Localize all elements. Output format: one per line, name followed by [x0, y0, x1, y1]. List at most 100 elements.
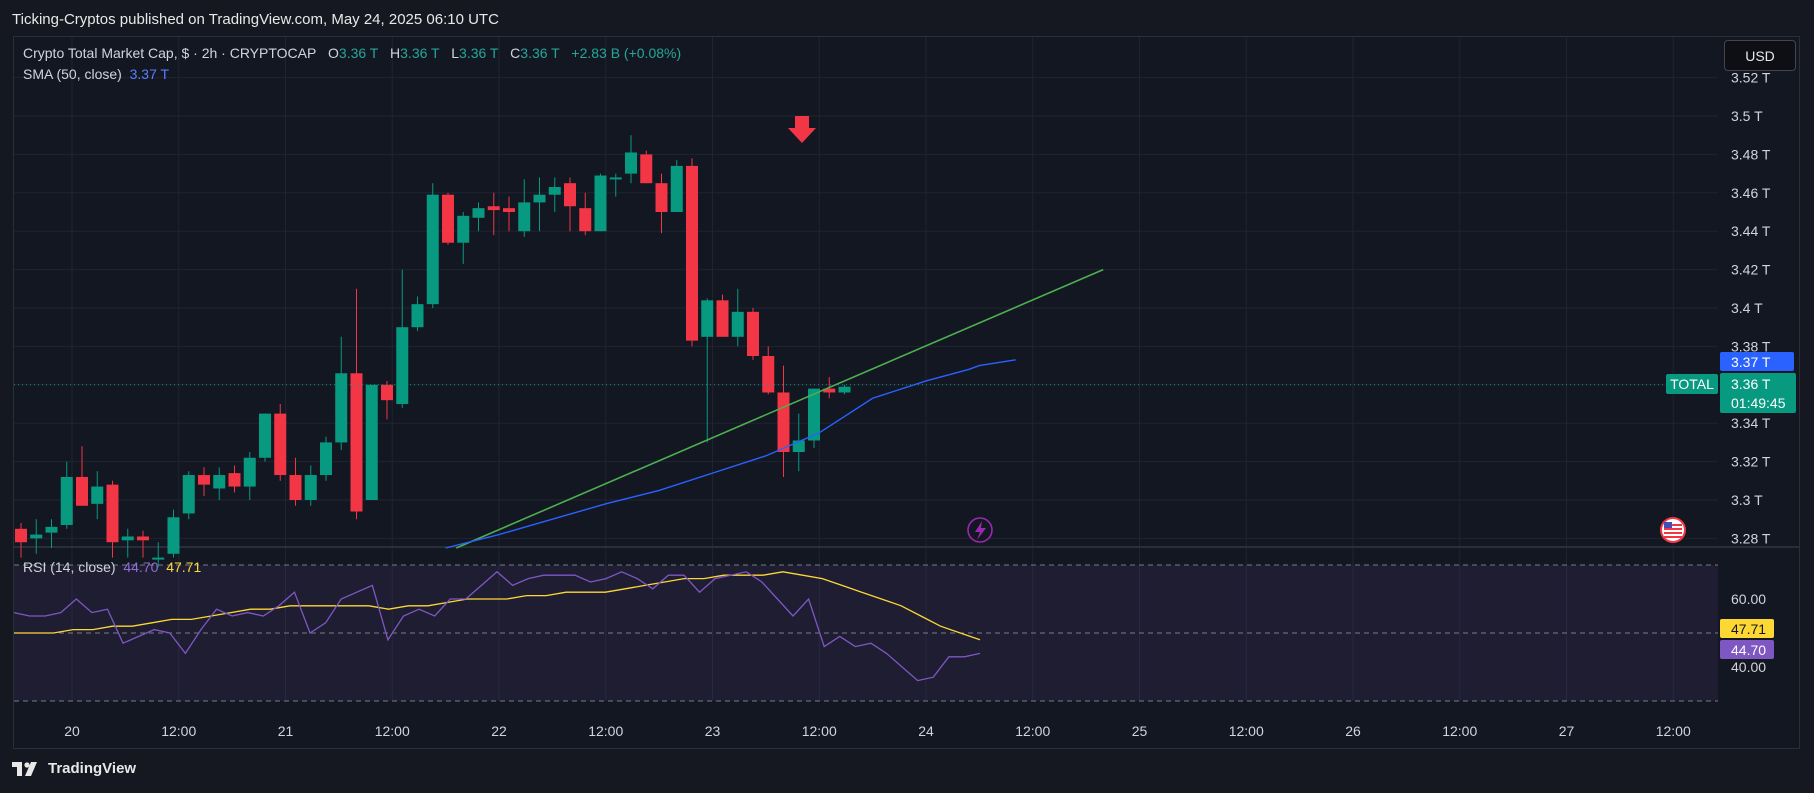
candle-body[interactable] — [731, 311, 744, 337]
candle-body[interactable] — [518, 202, 531, 232]
candle-body[interactable] — [503, 208, 515, 212]
footer-brand[interactable]: TradingView — [12, 760, 136, 777]
candle-body[interactable] — [594, 175, 607, 232]
candle-body[interactable] — [274, 413, 287, 476]
candle-body[interactable] — [686, 165, 698, 341]
time-axis-label: 25 — [1132, 723, 1148, 739]
candle-body[interactable] — [228, 473, 241, 487]
rsi-ma-value: 47.71 — [166, 559, 202, 575]
candle-body[interactable] — [304, 475, 317, 500]
candle-body[interactable] — [548, 187, 561, 195]
candle-body[interactable] — [121, 536, 134, 541]
candle-body[interactable] — [335, 373, 348, 443]
flag-stripe — [1664, 528, 1682, 530]
sma-price-tag — [1720, 352, 1794, 371]
time-axis-label: 12:00 — [802, 723, 837, 739]
price-axis-label: 3.32 T — [1731, 454, 1771, 470]
time-axis-label: 12:00 — [1656, 723, 1691, 739]
rsi-legend[interactable]: RSI (14, close) 44.70 47.71 — [23, 559, 201, 575]
sma-label: SMA (50, close) — [23, 66, 122, 82]
candle-body[interactable] — [45, 526, 58, 533]
candle-body[interactable] — [289, 475, 302, 500]
candle-body[interactable] — [60, 476, 73, 525]
price-axis-label: 3.4 T — [1731, 300, 1763, 316]
price-axis-label: 3.52 T — [1731, 70, 1771, 86]
candle-body[interactable] — [838, 386, 851, 393]
price-axis-label: 3.42 T — [1731, 262, 1771, 278]
candle-body[interactable] — [30, 534, 43, 539]
candle-body[interactable] — [426, 194, 439, 305]
time-axis-label: 12:00 — [375, 723, 410, 739]
symbol-tag — [1666, 374, 1718, 394]
candle-body[interactable] — [198, 475, 210, 485]
candle-body[interactable] — [808, 388, 820, 441]
candle-body[interactable] — [167, 517, 180, 554]
rsi-line[interactable] — [13, 570, 981, 682]
candle-body[interactable] — [609, 177, 622, 180]
candle-body[interactable] — [823, 388, 836, 393]
candle-body[interactable] — [777, 392, 790, 452]
candle-body[interactable] — [381, 384, 393, 401]
flag-stripe — [1664, 536, 1682, 538]
rsi-label: RSI (14, close) — [23, 559, 116, 575]
candle-body[interactable] — [182, 475, 195, 514]
candle-body[interactable] — [91, 486, 104, 504]
top-bar: Ticking-Cryptos published on TradingView… — [0, 0, 1814, 36]
candle-body[interactable] — [747, 311, 759, 356]
candle-body[interactable] — [152, 557, 165, 560]
currency-button[interactable]: USD — [1724, 40, 1796, 71]
candle-body[interactable] — [625, 152, 637, 174]
candle-body[interactable] — [365, 384, 378, 500]
candle-body[interactable] — [259, 413, 271, 458]
candle-body[interactable] — [701, 300, 714, 337]
symbol-title: Crypto Total Market Cap, $ · 2h · CRYPTO… — [23, 45, 317, 61]
candle-body[interactable] — [411, 304, 424, 328]
candle-body[interactable] — [137, 536, 149, 541]
sma-line[interactable] — [445, 359, 1016, 549]
high-value: 3.36 T — [400, 45, 440, 61]
flag-canton — [1664, 522, 1672, 528]
candle-body[interactable] — [716, 300, 729, 337]
candle-body[interactable] — [15, 528, 27, 543]
tradingview-logo-icon — [12, 761, 37, 776]
close-value: 3.36 T — [520, 45, 560, 61]
candle-body[interactable] — [670, 165, 683, 212]
candle-body[interactable] — [533, 194, 546, 203]
time-axis-label: 27 — [1559, 723, 1575, 739]
time-axis-label: 12:00 — [1229, 723, 1264, 739]
sma-legend[interactable]: SMA (50, close) 3.37 T — [23, 66, 169, 82]
price-axis-label: 3.3 T — [1731, 492, 1763, 508]
candle-body[interactable] — [640, 154, 653, 184]
price-axis-label: 3.28 T — [1731, 530, 1771, 546]
candle-body[interactable] — [487, 206, 500, 211]
candle-body[interactable] — [350, 373, 363, 512]
time-axis-label: 26 — [1345, 723, 1361, 739]
candle-body[interactable] — [655, 183, 668, 212]
candle-body[interactable] — [320, 442, 332, 476]
change-value: +2.83 B (+0.08%) — [571, 45, 682, 61]
symbol-tag-label: TOTAL — [1670, 376, 1714, 392]
sma-price-tag-label: 3.37 T — [1731, 354, 1771, 370]
candle-body[interactable] — [564, 183, 576, 207]
candle-body[interactable] — [106, 484, 119, 543]
candle-body[interactable] — [457, 215, 470, 243]
candle-body[interactable] — [396, 327, 409, 404]
candle-body[interactable] — [76, 476, 88, 506]
down-arrow-icon[interactable] — [788, 116, 816, 143]
high-label: H — [390, 45, 401, 61]
candle-body[interactable] — [579, 208, 592, 232]
flag-stripe — [1664, 524, 1682, 526]
candle-body[interactable] — [762, 356, 775, 393]
candle-body[interactable] — [442, 194, 454, 243]
published-text: Ticking-Cryptos published on TradingView… — [12, 11, 499, 28]
rsi-ma-line[interactable] — [14, 571, 981, 641]
flag-stripe — [1664, 532, 1682, 534]
rsi-tag — [1720, 640, 1774, 659]
candle-body[interactable] — [472, 208, 485, 218]
trend-line[interactable] — [455, 268, 1104, 549]
candle-body[interactable] — [213, 475, 226, 489]
candle-body[interactable] — [243, 457, 256, 487]
candle-body[interactable] — [792, 440, 805, 452]
time-axis-label: 24 — [918, 723, 934, 739]
